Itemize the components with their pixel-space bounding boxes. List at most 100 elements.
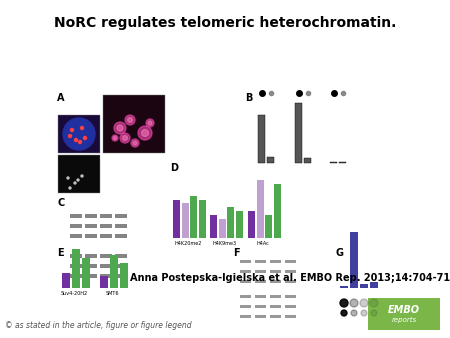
Text: E: E (57, 248, 63, 258)
Bar (285, 294, 296, 298)
Bar (330, 162, 337, 163)
Bar (285, 269, 296, 273)
Bar (115, 254, 127, 258)
Bar (240, 280, 251, 283)
Bar (240, 294, 251, 298)
Bar (255, 305, 266, 308)
Circle shape (146, 119, 154, 127)
Text: © as stated in the article, figure or figure legend: © as stated in the article, figure or fi… (5, 321, 192, 330)
Bar (219, 219, 225, 238)
Circle shape (67, 177, 69, 179)
Bar (255, 280, 266, 283)
Text: D: D (170, 163, 178, 173)
Circle shape (117, 125, 123, 131)
Bar (255, 269, 266, 273)
Bar (100, 224, 112, 228)
Circle shape (141, 129, 149, 137)
Bar (240, 269, 251, 273)
Text: H4K9me3: H4K9me3 (213, 241, 237, 246)
Bar (85, 264, 97, 268)
Bar (103, 95, 165, 153)
Circle shape (84, 137, 86, 140)
Circle shape (81, 175, 83, 177)
Text: B: B (245, 93, 252, 103)
Bar (255, 314, 266, 318)
Circle shape (77, 179, 79, 181)
Bar (70, 224, 82, 228)
Circle shape (138, 126, 152, 140)
Bar (248, 211, 255, 238)
Circle shape (71, 128, 73, 131)
Bar (115, 224, 127, 228)
Bar (85, 224, 97, 228)
Bar (70, 214, 82, 218)
Bar (85, 234, 97, 238)
Bar (265, 215, 272, 238)
Text: A: A (57, 93, 64, 103)
Text: H4Ac: H4Ac (256, 241, 270, 246)
Bar (210, 215, 217, 238)
Bar (255, 294, 266, 298)
Bar (120, 263, 128, 288)
Bar (235, 211, 243, 238)
Bar (70, 234, 82, 238)
Bar (115, 234, 127, 238)
Bar (368, 298, 440, 330)
Bar (110, 255, 118, 288)
Circle shape (122, 136, 127, 141)
Bar (100, 234, 112, 238)
Bar (198, 199, 206, 238)
Bar (270, 294, 281, 298)
Bar (285, 260, 296, 263)
Text: NoRC regulates telomeric heterochromatin.: NoRC regulates telomeric heterochromatin… (54, 16, 396, 30)
Bar (190, 196, 197, 238)
Circle shape (127, 118, 132, 122)
Bar (339, 162, 346, 163)
Bar (62, 273, 70, 288)
Text: Anna Postepska-Igielska et al. EMBO Rep. 2013;14:704-710: Anna Postepska-Igielska et al. EMBO Rep.… (130, 273, 450, 283)
Bar (270, 314, 281, 318)
Bar (285, 280, 296, 283)
Text: H4K20me2: H4K20me2 (174, 241, 202, 246)
Bar (255, 260, 266, 263)
Circle shape (351, 310, 357, 316)
Bar (240, 314, 251, 318)
Circle shape (341, 310, 347, 316)
Text: Suv4-20H2: Suv4-20H2 (60, 291, 88, 296)
Circle shape (131, 139, 139, 147)
Bar (85, 214, 97, 218)
Text: reports: reports (392, 317, 417, 323)
Bar (240, 305, 251, 308)
Bar (100, 276, 108, 288)
Bar (70, 274, 82, 278)
Bar (173, 199, 180, 238)
Circle shape (148, 121, 152, 125)
Bar (227, 207, 234, 238)
Bar (115, 214, 127, 218)
Bar (295, 103, 302, 163)
Text: SMT6: SMT6 (105, 291, 119, 296)
Bar (85, 254, 97, 258)
Bar (181, 203, 189, 238)
Circle shape (69, 187, 71, 189)
Circle shape (78, 141, 81, 144)
Bar (267, 157, 274, 163)
Bar (58, 115, 100, 153)
Text: F: F (233, 248, 239, 258)
Bar (115, 264, 127, 268)
Circle shape (350, 299, 358, 307)
Circle shape (371, 310, 377, 316)
Bar (285, 314, 296, 318)
Circle shape (68, 135, 72, 138)
Bar (270, 260, 281, 263)
Text: EMBO: EMBO (388, 305, 420, 315)
Bar (72, 249, 80, 288)
Bar (115, 274, 127, 278)
Bar (270, 280, 281, 283)
Bar (304, 158, 311, 163)
Bar (370, 282, 378, 288)
Bar (70, 254, 82, 258)
Text: C: C (57, 198, 64, 208)
Circle shape (340, 299, 348, 307)
Bar (256, 180, 264, 238)
